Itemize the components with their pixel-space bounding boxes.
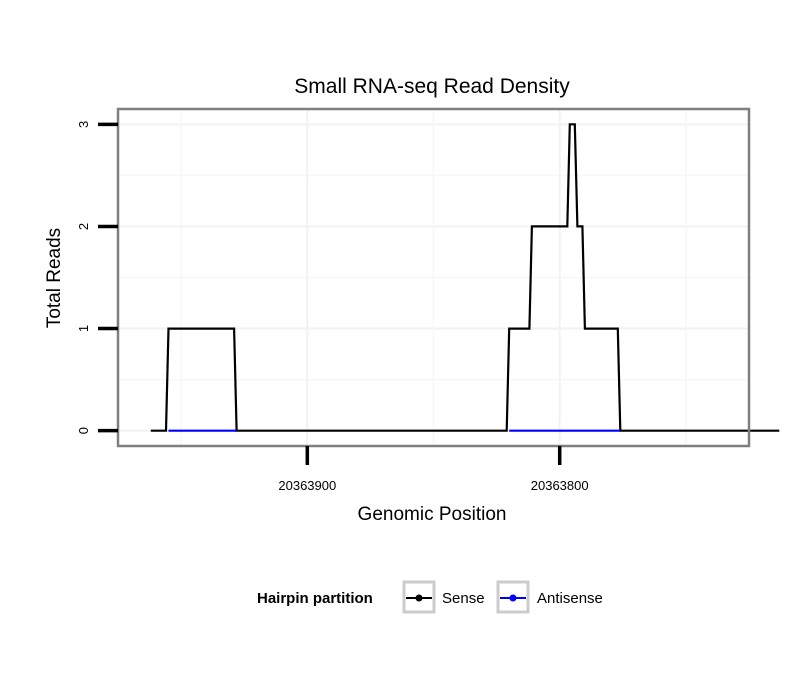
legend-point-antisense	[509, 594, 517, 602]
axis-layer: 0 1 2 3 20363900 20363800	[76, 121, 589, 493]
x-axis-tick-label: 20363800	[531, 478, 589, 493]
y-axis-tick-label: 1	[76, 325, 91, 332]
series-line-sense	[150, 123, 780, 432]
y-axis-tick-label: 0	[76, 427, 91, 434]
y-axis-tick-label: 3	[76, 121, 91, 128]
y-axis-label: Total Reads	[44, 228, 65, 328]
chart-title: Small RNA-seq Read Density	[294, 75, 570, 98]
legend: Hairpin partition Sense Antisense	[257, 580, 603, 614]
x-axis-label: Genomic Position	[358, 504, 507, 525]
legend-point-sense	[415, 594, 423, 602]
series-layer	[150, 123, 780, 432]
legend-label-antisense: Antisense	[537, 590, 603, 607]
grid-layer	[118, 109, 749, 446]
y-axis-tick-label: 2	[76, 223, 91, 230]
plot-panel-border	[116, 107, 751, 448]
x-axis-tick-label: 20363900	[278, 478, 336, 493]
legend-title: Hairpin partition	[257, 590, 373, 607]
legend-label-sense: Sense	[442, 590, 485, 607]
legend-item-antisense: Antisense	[496, 580, 603, 614]
legend-item-sense: Sense	[402, 580, 485, 614]
